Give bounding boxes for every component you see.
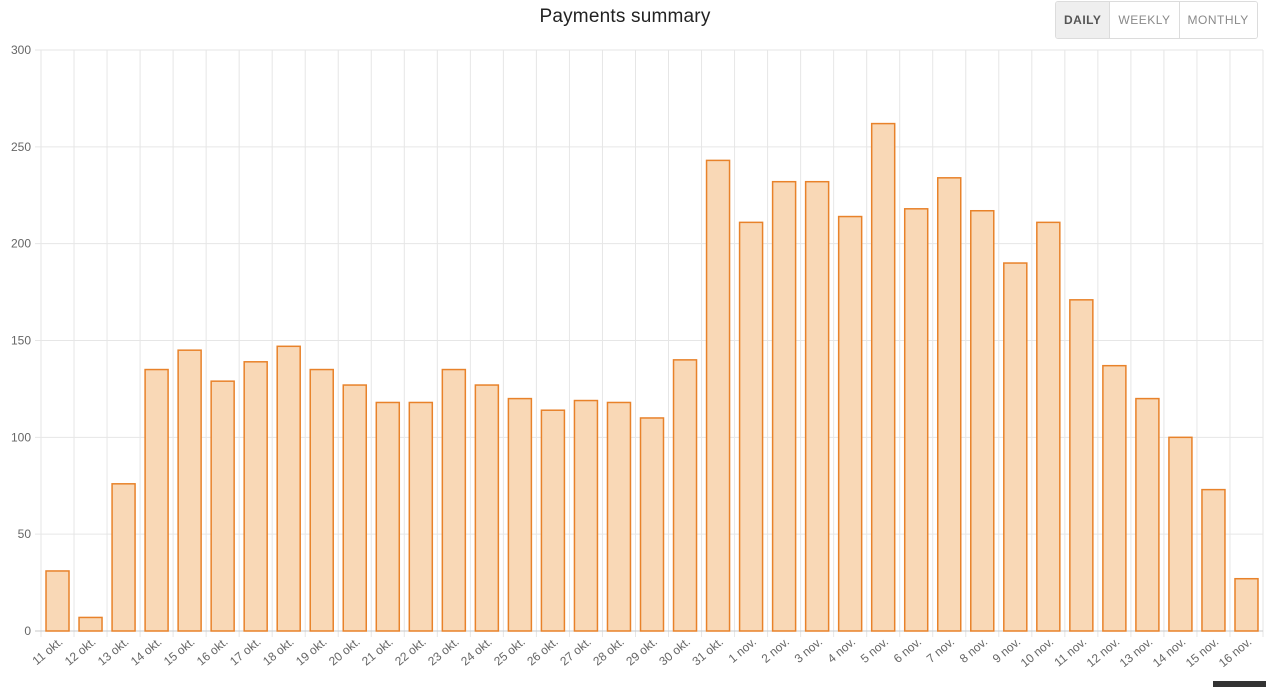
bar[interactable]: [705, 159, 731, 632]
bar[interactable]: [573, 399, 599, 632]
x-tick-label: 25 okt.: [491, 635, 528, 669]
x-tick-label: 6 nov.: [891, 635, 924, 666]
bar[interactable]: [342, 384, 368, 632]
x-tick-label: 4 nov.: [825, 635, 858, 666]
x-tick-label: 31 okt.: [689, 635, 726, 669]
x-tick-label: 15 okt.: [161, 635, 198, 669]
bar[interactable]: [78, 616, 103, 632]
x-tick-label: 14 okt.: [128, 635, 165, 669]
bar[interactable]: [507, 397, 533, 632]
bar[interactable]: [870, 122, 896, 632]
bar[interactable]: [1003, 262, 1028, 632]
x-tick-label: 24 okt.: [458, 635, 495, 669]
range-toggle: DAILY WEEKLY MONTHLY: [1055, 1, 1258, 39]
bar[interactable]: [837, 215, 863, 632]
x-tick-label: 12 okt.: [62, 635, 99, 669]
x-tick-label: 1 nov.: [726, 635, 759, 666]
bar[interactable]: [738, 221, 764, 632]
bar[interactable]: [177, 349, 202, 632]
bars: [45, 122, 1259, 632]
bar[interactable]: [210, 380, 235, 632]
bar[interactable]: [606, 401, 632, 632]
bar[interactable]: [1036, 221, 1061, 632]
x-tick-label: 29 okt.: [623, 635, 660, 669]
x-tick-label: 8 nov.: [957, 635, 990, 666]
x-axis: 11 okt.12 okt.13 okt.14 okt.15 okt.16 ok…: [30, 635, 1255, 670]
bar[interactable]: [903, 208, 929, 632]
y-tick-label: 200: [11, 237, 31, 251]
bar[interactable]: [441, 368, 467, 632]
x-tick-label: 20 okt.: [326, 635, 363, 669]
monthly-button[interactable]: MONTHLY: [1179, 2, 1257, 38]
y-tick-label: 50: [18, 527, 32, 541]
x-tick-label: 10 nov.: [1018, 635, 1056, 670]
bar[interactable]: [936, 177, 962, 632]
bar[interactable]: [375, 401, 401, 632]
x-tick-label: 21 okt.: [359, 635, 396, 669]
y-tick-label: 300: [11, 43, 31, 57]
x-tick-label: 28 okt.: [590, 635, 627, 669]
y-tick-label: 250: [11, 140, 31, 154]
bar[interactable]: [771, 180, 797, 632]
bar[interactable]: [1168, 436, 1193, 632]
x-tick-label: 23 okt.: [425, 635, 462, 669]
x-tick-label: 18 okt.: [260, 635, 297, 669]
y-tick-label: 0: [24, 624, 31, 638]
x-tick-label: 15 nov.: [1183, 635, 1221, 670]
bar[interactable]: [1069, 299, 1094, 632]
bar[interactable]: [1135, 397, 1160, 632]
bar[interactable]: [804, 180, 830, 632]
x-tick-label: 27 okt.: [557, 635, 594, 669]
x-tick-label: 16 nov.: [1216, 635, 1254, 670]
x-tick-label: 19 okt.: [293, 635, 330, 669]
bar[interactable]: [243, 361, 268, 632]
bar[interactable]: [1201, 488, 1226, 632]
weekly-button[interactable]: WEEKLY: [1110, 2, 1180, 38]
x-tick-label: 14 nov.: [1150, 635, 1188, 670]
x-tick-label: 7 nov.: [924, 635, 957, 666]
y-axis: 0 50 100 150 200 250 300: [11, 43, 31, 638]
x-tick-label: 11 nov.: [1051, 635, 1089, 670]
x-tick-label: 16 okt.: [194, 635, 231, 669]
x-tick-label: 3 nov.: [792, 635, 825, 666]
bar[interactable]: [1234, 577, 1259, 632]
y-tick-label: 100: [11, 430, 31, 444]
bar[interactable]: [1102, 364, 1127, 632]
x-tick-label: 17 okt.: [227, 635, 264, 669]
bar[interactable]: [144, 368, 169, 632]
bar[interactable]: [309, 368, 334, 632]
bar[interactable]: [970, 209, 995, 632]
x-tick-label: 13 okt.: [95, 635, 132, 669]
x-tick-label: 22 okt.: [392, 635, 429, 669]
bar[interactable]: [45, 570, 70, 632]
x-tick-label: 30 okt.: [656, 635, 693, 669]
x-tick-label: 12 nov.: [1084, 635, 1122, 670]
bar[interactable]: [408, 401, 434, 632]
x-tick-label: 13 nov.: [1117, 635, 1155, 670]
x-tick-label: 26 okt.: [524, 635, 561, 669]
corner-element: [1213, 681, 1266, 687]
bar[interactable]: [474, 384, 500, 632]
chart-title: Payments summary: [539, 6, 711, 27]
bar[interactable]: [540, 409, 566, 632]
x-tick-label: 5 nov.: [858, 635, 891, 666]
daily-button[interactable]: DAILY: [1056, 2, 1111, 38]
bar[interactable]: [639, 417, 665, 632]
x-tick-label: 2 nov.: [759, 635, 792, 666]
bar[interactable]: [111, 483, 136, 632]
y-tick-label: 150: [11, 334, 31, 348]
bar[interactable]: [276, 345, 301, 632]
bar[interactable]: [672, 359, 698, 632]
x-tick-label: 11 okt.: [30, 635, 66, 668]
